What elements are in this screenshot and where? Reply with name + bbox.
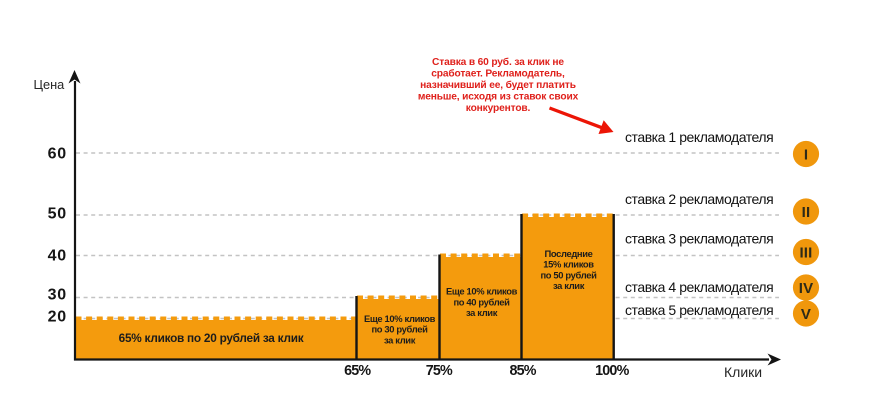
svg-text:50: 50 — [48, 205, 67, 222]
svg-text:I: I — [804, 146, 808, 163]
svg-text:65% кликов по 20 рублей за кли: 65% кликов по 20 рублей за клик — [119, 331, 304, 345]
svg-text:ставка 4 рекламодателя: ставка 4 рекламодателя — [625, 279, 773, 295]
svg-text:II: II — [802, 204, 811, 221]
svg-text:Ставка в 60 руб. за клик не: Ставка в 60 руб. за клик не — [432, 56, 564, 68]
svg-text:по 30 рублей: по 30 рублей — [371, 324, 428, 335]
svg-text:за клик: за клик — [553, 280, 585, 291]
svg-text:ставка 5 рекламодателя: ставка 5 рекламодателя — [625, 302, 773, 318]
svg-text:Цена: Цена — [34, 77, 66, 92]
svg-text:85%: 85% — [509, 363, 536, 379]
svg-text:ставка 2 рекламодателя: ставка 2 рекламодателя — [625, 191, 773, 207]
svg-text:III: III — [799, 244, 812, 261]
svg-text:15% кликов: 15% кликов — [543, 259, 594, 270]
svg-text:75%: 75% — [426, 363, 453, 379]
svg-text:30: 30 — [48, 287, 67, 304]
svg-text:за клик: за клик — [466, 307, 498, 318]
svg-text:100%: 100% — [595, 363, 629, 379]
svg-text:сработает. Рекламодатель,: сработает. Рекламодатель, — [431, 68, 565, 80]
svg-text:20: 20 — [48, 309, 67, 326]
svg-text:за клик: за клик — [384, 334, 416, 345]
svg-text:Клики: Клики — [724, 364, 762, 380]
svg-text:по 40 рублей: по 40 рублей — [453, 296, 510, 307]
svg-text:конкурентов.: конкурентов. — [466, 103, 531, 114]
svg-text:меньше, исходя из ставок своих: меньше, исходя из ставок своих — [418, 92, 579, 103]
svg-text:65%: 65% — [344, 363, 371, 379]
svg-text:Еще 10% кликов: Еще 10% кликов — [446, 286, 518, 297]
svg-text:Еще 10% кликов: Еще 10% кликов — [364, 313, 436, 324]
svg-text:ставка 1 рекламодателя: ставка 1 рекламодателя — [625, 129, 773, 145]
svg-text:по 50 рублей: по 50 рублей — [540, 269, 597, 280]
svg-text:IV: IV — [799, 280, 814, 297]
svg-text:Последние: Последние — [544, 248, 592, 259]
svg-text:назначивший ее, будет платить: назначивший ее, будет платить — [420, 79, 576, 91]
svg-text:ставка 3 рекламодателя: ставка 3 рекламодателя — [625, 231, 773, 247]
svg-text:60: 60 — [48, 146, 67, 163]
svg-text:40: 40 — [48, 248, 67, 265]
svg-text:V: V — [801, 306, 811, 323]
